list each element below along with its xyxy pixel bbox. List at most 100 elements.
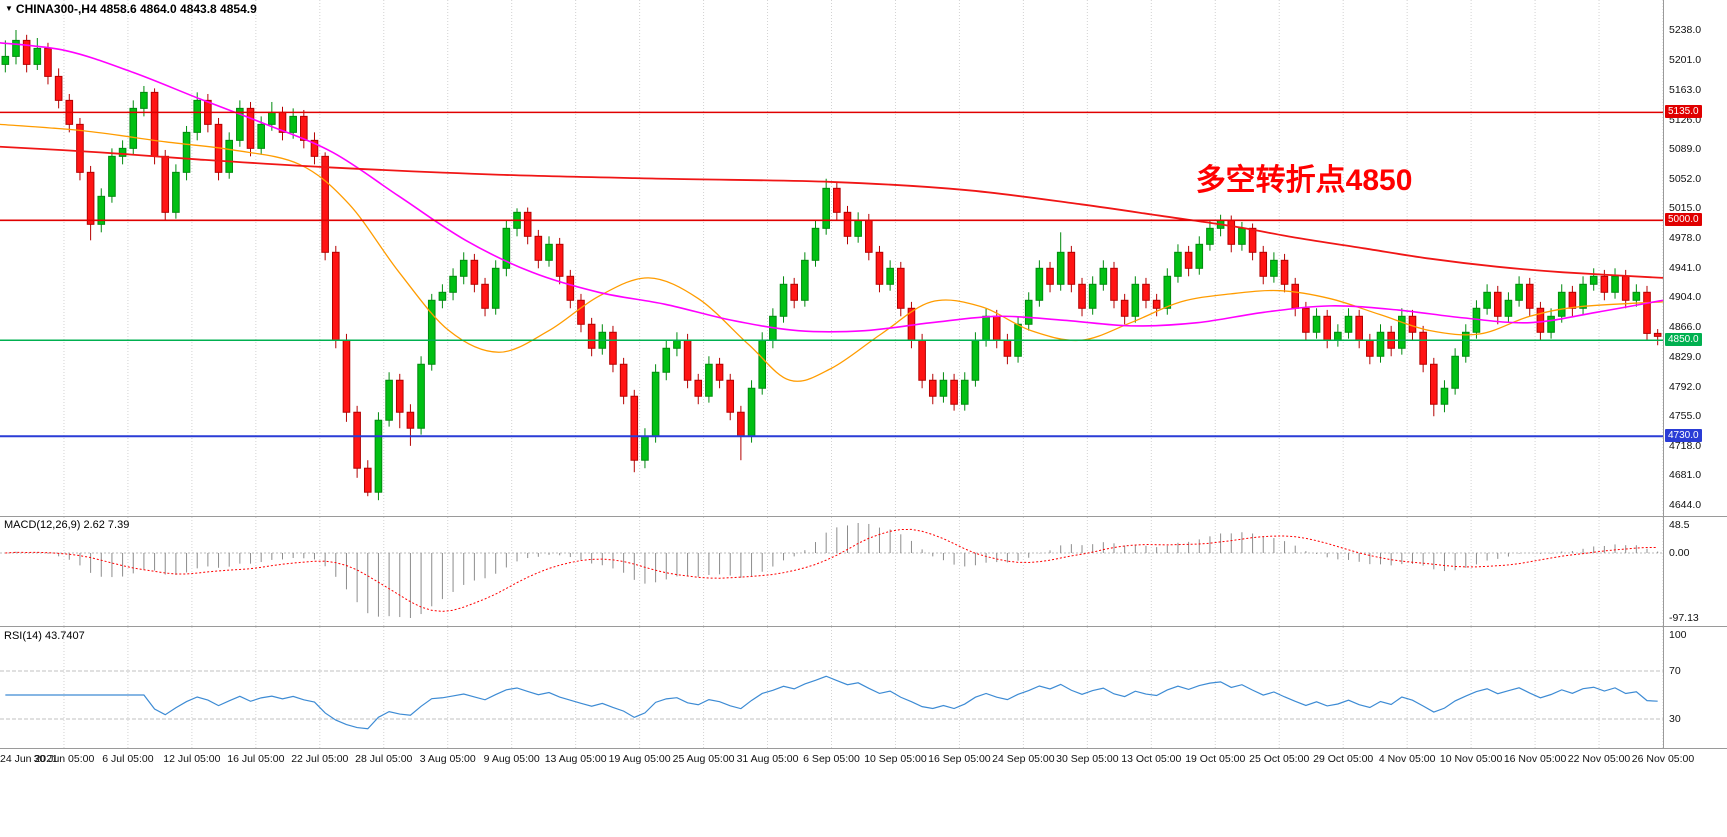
candle-body (950, 379, 958, 405)
candle-body (1493, 291, 1502, 317)
candle-body (225, 139, 233, 173)
time-axis-label: 31 Aug 05:00 (736, 753, 799, 765)
time-axis-label: 24 Jun 2021 (0, 753, 58, 765)
price-axis[interactable]: 5238.0 5201.0 5163.0 5126.0 5089.0 5052.0 5015… (1663, 0, 1727, 748)
candle-body (1120, 299, 1129, 317)
candle-body (54, 75, 63, 101)
candle-body (641, 435, 649, 461)
candle-body (161, 155, 170, 213)
price-axis-label: 4718.0 (1669, 439, 1702, 452)
candle-body (566, 275, 575, 301)
price-axis-label: 4978.0 (1669, 231, 1702, 244)
candle-body (1312, 315, 1321, 333)
candle-body (12, 39, 20, 57)
time-axis-label: 6 Sep 05:00 (803, 753, 860, 765)
candle-body (790, 283, 798, 301)
price-axis-label: 4755.0 (1669, 410, 1702, 423)
candles-group (1, 30, 1662, 501)
candle-body (747, 387, 756, 437)
candle-body (1621, 275, 1630, 301)
rsi-axis-label: 70 (1669, 665, 1681, 677)
candle-body (992, 315, 1001, 341)
macd-chart[interactable] (0, 517, 1663, 626)
candle-body (321, 155, 329, 253)
time-axis-label: 19 Aug 05:00 (608, 753, 671, 765)
candle-body (577, 299, 585, 325)
candle-body (1184, 251, 1193, 269)
candle-body (1227, 219, 1236, 245)
candle-body (694, 379, 703, 397)
candle-body (833, 187, 841, 213)
candle-body (1440, 387, 1449, 405)
macd-axis-label: 0.00 (1669, 547, 1690, 559)
candle-body (1536, 307, 1545, 333)
candle-body (939, 379, 948, 397)
candle-body (1078, 283, 1086, 309)
candle-body (619, 363, 628, 397)
candle-body (502, 227, 511, 269)
price-axis-label: 5015.0 (1669, 202, 1702, 215)
candle-body (1366, 339, 1374, 357)
candle-body (129, 107, 138, 149)
candle-body (726, 379, 735, 413)
price-line-badge: 4850.0 (1665, 333, 1702, 347)
price-chart[interactable] (0, 0, 1663, 516)
candle-body (1280, 259, 1289, 285)
candle-body (1248, 227, 1257, 253)
candle-body (1259, 251, 1268, 277)
candle-body (1238, 227, 1246, 245)
candle-body (331, 251, 340, 341)
rsi-line (5, 675, 1658, 730)
candle-body (896, 267, 905, 309)
candle-body (545, 243, 553, 261)
macd-histogram-group (15, 523, 1659, 618)
candle-body (1557, 291, 1566, 317)
candle-body (363, 467, 372, 493)
candle-body (1344, 315, 1353, 333)
candle-body (1376, 331, 1385, 357)
price-line-badge: 4730.0 (1665, 429, 1702, 443)
time-axis-label: 16 Sep 05:00 (928, 753, 991, 765)
candle-body (172, 171, 180, 213)
annotation-text[interactable]: 多空转折点4850 (1195, 163, 1413, 197)
candle-body (1419, 331, 1427, 365)
candle-body (1003, 339, 1012, 357)
candle-body (1131, 283, 1140, 317)
candle-body (1067, 251, 1076, 285)
candle-body (811, 227, 820, 261)
ma-line-ma-mid (0, 42, 1663, 333)
candle-body (630, 395, 639, 461)
candle-body (1515, 283, 1523, 301)
chart-title-text: CHINA300-,H4 4858.6 4864.0 4843.8 4854.9 (15, 2, 257, 16)
time-axis-label: 16 Nov 05:00 (1503, 753, 1567, 765)
time-axis-label: 10 Sep 05:00 (864, 753, 927, 765)
candle-body (1, 55, 10, 65)
candle-body (118, 147, 127, 157)
candle-body (1174, 251, 1182, 277)
candle-body (449, 275, 457, 293)
candle-body (982, 315, 990, 341)
candle-body (97, 195, 106, 225)
candle-body (438, 291, 447, 301)
time-axis[interactable]: 24 Jun 2021 30 Jun 05:00 6 Jul 05:00 12 Jul… (0, 748, 1727, 837)
candle-body (1270, 259, 1278, 277)
candle-body (385, 379, 393, 421)
price-axis-label: 4866.0 (1669, 321, 1702, 334)
candle-body (310, 139, 319, 157)
price-axis-label: 5201.0 (1669, 53, 1702, 66)
candle-body (1632, 291, 1641, 301)
candle-body (1046, 267, 1054, 285)
rsi-axis-label: 30 (1669, 713, 1681, 725)
candle-body (1611, 275, 1619, 293)
candle-body (801, 259, 809, 301)
candle-body (1504, 299, 1513, 317)
candle-body (86, 171, 95, 225)
candle-body (854, 219, 862, 237)
candle-body (33, 47, 42, 65)
rsi-chart[interactable] (0, 627, 1663, 748)
candle-body (971, 339, 980, 381)
candle-body (843, 211, 852, 237)
candle-body (587, 323, 596, 349)
candle-body (822, 187, 830, 229)
time-axis-label: 13 Oct 05:00 (1121, 753, 1182, 765)
